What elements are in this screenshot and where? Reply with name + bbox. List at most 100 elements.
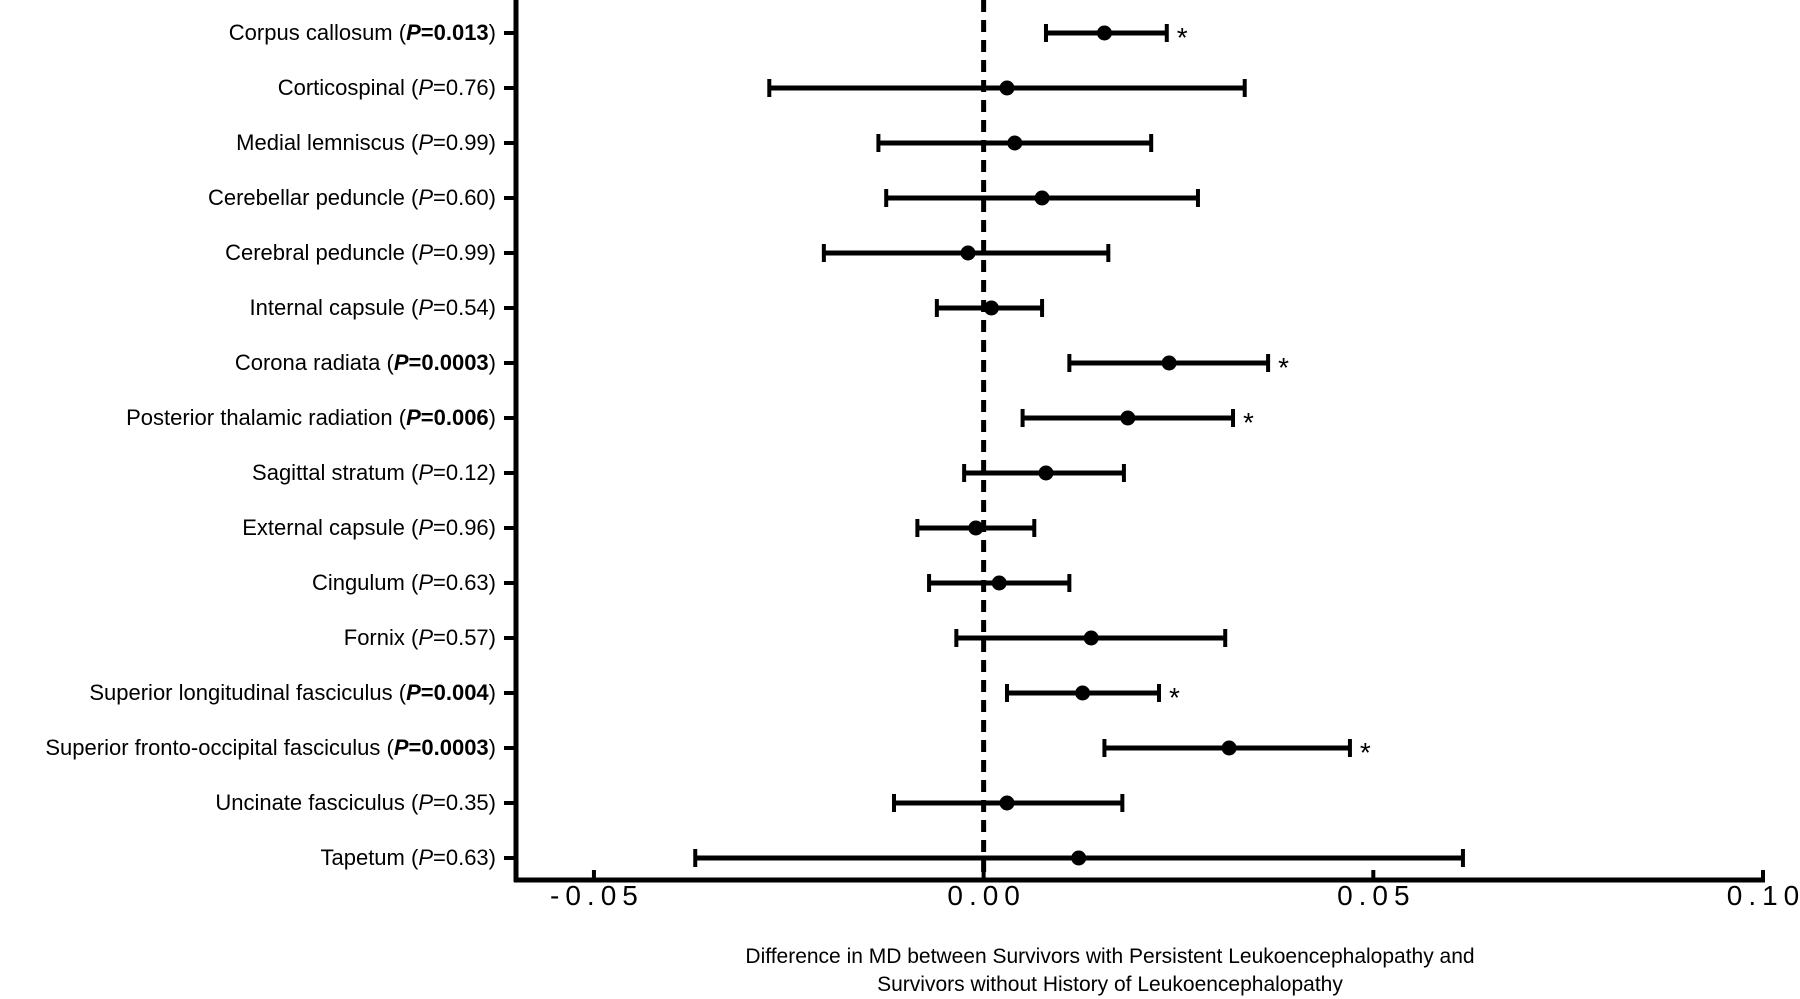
tract-name: Posterior thalamic radiation ( (126, 405, 407, 430)
axes (504, 0, 1765, 883)
p-label: P (418, 295, 433, 320)
label-close-paren: ) (488, 295, 496, 320)
p-label: P (406, 20, 421, 45)
significance-star: * (1243, 407, 1254, 438)
p-label: P (393, 735, 409, 760)
p-value: =0.76 (433, 75, 489, 100)
point-estimate (999, 80, 1015, 96)
p-value: =0.60 (433, 185, 489, 210)
row-label: Posterior thalamic radiation (P=0.006) (126, 405, 496, 431)
p-label: P (406, 680, 421, 705)
point-estimate (1083, 630, 1099, 646)
label-close-paren: ) (488, 625, 496, 650)
significance-star: * (1278, 352, 1289, 383)
point-estimate (968, 520, 984, 536)
p-label: P (418, 460, 433, 485)
x-axis-label: Difference in MD between Survivors with … (690, 943, 1530, 999)
x-axis-label-line2: Survivors without History of Leukoenceph… (877, 973, 1343, 996)
row-label: Tapetum (P=0.63) (320, 845, 496, 871)
row-label: Superior fronto-occipital fasciculus (P=… (45, 735, 496, 761)
x-axis-label-line1: Difference in MD between Survivors with … (745, 945, 1475, 968)
tract-name: Corpus callosum ( (228, 20, 407, 45)
tract-name: Corona radiata ( (234, 350, 394, 375)
x-tick-label: 0.10 (1726, 880, 1800, 911)
label-close-paren: ) (488, 845, 496, 870)
label-close-paren: ) (488, 20, 496, 45)
p-label: P (406, 405, 421, 430)
p-value: =0.99 (433, 240, 489, 265)
label-close-paren: ) (488, 515, 496, 540)
p-label: P (418, 625, 433, 650)
tract-name: Fornix ( (343, 625, 419, 650)
row-label: Corpus callosum (P=0.013) (229, 20, 496, 46)
p-label: P (418, 130, 433, 155)
row-label: Corona radiata (P=0.0003) (235, 350, 496, 376)
row-label: Cerebellar peduncle (P=0.60) (208, 185, 496, 211)
row-label: External capsule (P=0.96) (242, 515, 496, 541)
p-value: =0.0003 (408, 350, 489, 375)
significance-star: * (1360, 737, 1371, 768)
label-close-paren: ) (488, 735, 496, 760)
p-label: P (418, 790, 433, 815)
tract-name: Cerebellar peduncle ( (207, 185, 419, 210)
p-label: P (418, 75, 433, 100)
label-close-paren: ) (488, 185, 496, 210)
p-value: =0.63 (433, 845, 489, 870)
row-label: Cingulum (P=0.63) (312, 570, 496, 596)
label-close-paren: ) (488, 75, 496, 100)
label-close-paren: ) (488, 240, 496, 265)
point-estimate (1075, 685, 1091, 701)
row-label: Corticospinal (P=0.76) (278, 75, 496, 101)
row-label: Superior longitudinal fasciculus (P=0.00… (89, 680, 496, 706)
row-label: Uncinate fasciculus (P=0.35) (215, 790, 496, 816)
x-tick-label: 0.05 (1337, 880, 1416, 911)
point-estimate (1221, 740, 1237, 756)
label-close-paren: ) (488, 680, 496, 705)
x-tick-label: 0.00 (947, 880, 1026, 911)
point-estimate (1038, 465, 1054, 481)
label-close-paren: ) (488, 130, 496, 155)
p-value: =0.99 (433, 130, 489, 155)
row-label: Sagittal stratum (P=0.12) (252, 460, 496, 486)
point-estimate (960, 245, 976, 261)
tract-name: Internal capsule ( (249, 295, 419, 320)
label-close-paren: ) (488, 790, 496, 815)
p-value: =0.54 (433, 295, 489, 320)
tract-name: Medial lemniscus ( (236, 130, 419, 155)
p-value: =0.35 (433, 790, 489, 815)
point-estimate (991, 575, 1007, 591)
tract-name: Cingulum ( (311, 570, 419, 595)
point-estimate (1161, 355, 1177, 371)
p-value: =0.12 (433, 460, 489, 485)
tract-name: Superior longitudinal fasciculus ( (89, 680, 407, 705)
tract-name: Uncinate fasciculus ( (215, 790, 419, 815)
row-label: Medial lemniscus (P=0.99) (236, 130, 496, 156)
point-estimate (1007, 135, 1023, 151)
p-value: =0.004 (420, 680, 489, 705)
significance-star: * (1177, 22, 1188, 53)
p-value: =0.0003 (408, 735, 489, 760)
p-label: P (418, 240, 433, 265)
tract-name: Tapetum ( (320, 845, 419, 870)
tract-name: Superior fronto-occipital fasciculus ( (45, 735, 394, 760)
p-label: P (418, 185, 433, 210)
p-value: =0.006 (420, 405, 489, 430)
tract-name: Sagittal stratum ( (252, 460, 419, 485)
point-estimate (999, 795, 1015, 811)
point-estimate (983, 300, 999, 316)
significance-star: * (1169, 682, 1180, 713)
point-estimate (1071, 850, 1087, 866)
point-estimate (1096, 25, 1112, 41)
label-close-paren: ) (488, 460, 496, 485)
p-value: =0.96 (433, 515, 489, 540)
row-label: Internal capsule (P=0.54) (250, 295, 496, 321)
p-value: =0.57 (433, 625, 489, 650)
p-label: P (418, 570, 433, 595)
p-value: =0.013 (420, 20, 489, 45)
label-close-paren: ) (488, 405, 496, 430)
label-close-paren: ) (488, 570, 496, 595)
p-value: =0.63 (433, 570, 489, 595)
tract-name: External capsule ( (242, 515, 419, 540)
p-label: P (418, 845, 433, 870)
